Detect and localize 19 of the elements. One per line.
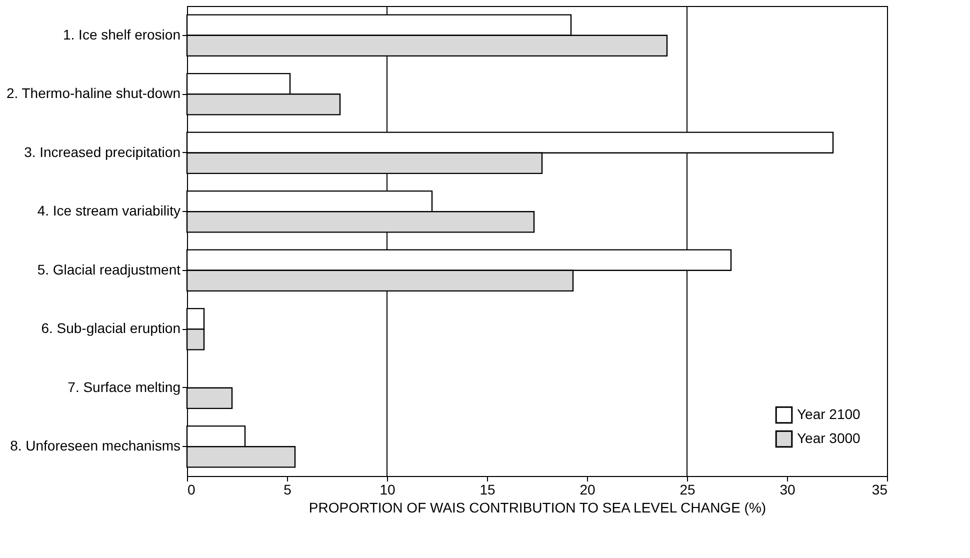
- x-tick-label: 10: [380, 482, 396, 498]
- y-tick-label: 2. Thermo-haline shut-down: [6, 85, 180, 102]
- x-tick-label: 15: [480, 482, 496, 498]
- y-tick-label: 4. Ice stream variability: [37, 202, 180, 219]
- x-tick-label: 35: [872, 482, 888, 498]
- x-tick-label: 20: [580, 482, 596, 498]
- x-tick-label: 25: [680, 482, 696, 498]
- y-tick-label: 1. Ice shelf erosion: [62, 26, 180, 42]
- y-tick-label: 3. Increased precipitation: [24, 144, 180, 160]
- y-tick-label: 5. Glacial readjustment: [37, 261, 181, 278]
- x-axis-title: PROPORTION OF WAIS CONTRIBUTION TO SEA LEVEL CHANGE (%): [308, 500, 766, 516]
- y-tick-label: 8. Unforeseen mechanisms: [10, 438, 180, 454]
- legend-label: Year 2100: [797, 406, 861, 422]
- x-tick-label: 0: [188, 482, 196, 498]
- x-tick-label: 5: [284, 482, 292, 498]
- y-tick-label: 6. Sub-glacial eruption: [41, 320, 180, 336]
- legend-label: Year 3000: [797, 430, 861, 446]
- y-tick-label: 7. Surface melting: [68, 378, 180, 395]
- x-tick-label: 30: [780, 482, 796, 498]
